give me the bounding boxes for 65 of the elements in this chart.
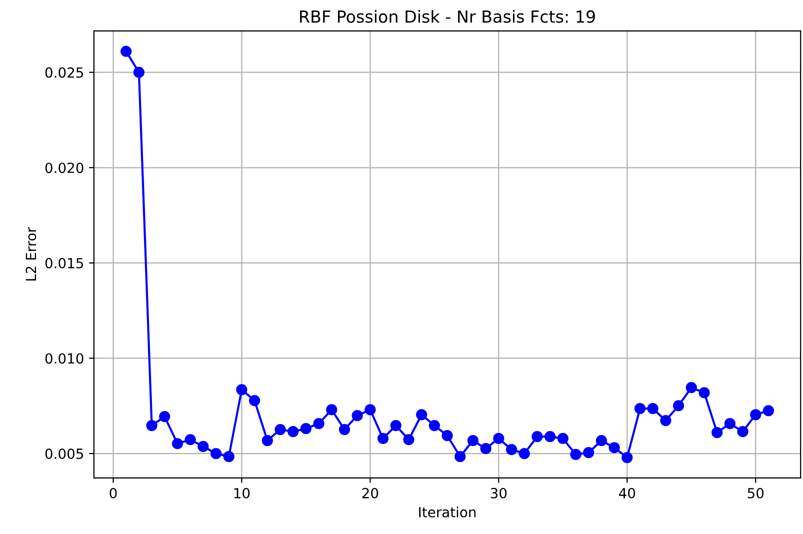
point	[724, 418, 736, 430]
point	[198, 440, 209, 452]
point	[698, 387, 710, 398]
point	[146, 420, 158, 432]
point	[364, 404, 376, 416]
point	[133, 66, 144, 78]
point	[750, 409, 762, 420]
y-axis-title: L2 Error	[26, 227, 36, 281]
point	[660, 415, 672, 426]
x-tick-label: 0	[110, 488, 117, 498]
point	[262, 435, 273, 446]
point	[210, 448, 222, 460]
point	[647, 402, 658, 414]
point	[313, 418, 324, 430]
x-tick-label: 10	[234, 488, 250, 498]
point	[506, 444, 518, 456]
point	[403, 434, 414, 446]
point	[288, 426, 299, 438]
chart-title: RBF Possion Disk - Nr Basis Fcts: 19	[300, 10, 595, 23]
point	[686, 382, 697, 394]
point	[557, 432, 568, 444]
point	[622, 452, 633, 464]
point	[223, 451, 234, 462]
point	[326, 404, 338, 416]
point	[159, 411, 170, 422]
point	[416, 409, 428, 420]
y-tick-label: 0.015	[45, 258, 84, 268]
y-tick-label: 0.025	[45, 67, 84, 78]
point	[672, 400, 684, 412]
x-axis-title: Iteration	[419, 506, 476, 518]
point	[480, 443, 492, 454]
point	[570, 448, 582, 460]
y-tick-label: 0.010	[45, 353, 84, 364]
point	[377, 432, 389, 444]
point	[608, 442, 620, 454]
point	[467, 435, 479, 446]
point	[248, 394, 260, 406]
point	[532, 431, 543, 442]
point	[338, 424, 350, 436]
x-tick-label: 50	[748, 488, 764, 498]
point	[184, 434, 196, 446]
point	[390, 420, 402, 432]
point	[634, 402, 646, 414]
x-tick-label: 30	[490, 488, 507, 498]
point	[428, 420, 440, 432]
point	[172, 438, 184, 450]
point	[120, 46, 132, 57]
x-tick-label: 20	[362, 488, 378, 498]
point	[518, 448, 530, 460]
point	[596, 435, 608, 446]
x-tick-label: 40	[618, 488, 636, 498]
point	[274, 424, 286, 436]
point	[712, 427, 723, 438]
point	[583, 447, 594, 458]
y-tick-label: 0.020	[45, 162, 84, 174]
point	[737, 426, 748, 438]
point	[352, 410, 363, 422]
point	[442, 430, 453, 442]
point	[544, 431, 556, 442]
point	[300, 423, 312, 434]
y-tick-label: 0.005	[45, 448, 84, 460]
point	[493, 432, 504, 444]
point	[762, 405, 774, 416]
point	[236, 384, 248, 396]
point	[454, 451, 466, 462]
